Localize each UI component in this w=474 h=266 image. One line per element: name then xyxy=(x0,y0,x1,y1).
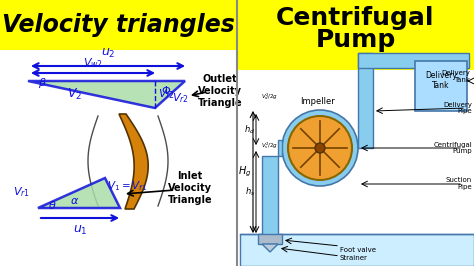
Bar xyxy=(415,61,467,111)
Text: $u_2$: $u_2$ xyxy=(101,47,115,60)
Bar xyxy=(0,50,237,266)
Circle shape xyxy=(315,143,325,153)
Text: Delivery
Tank: Delivery Tank xyxy=(441,69,470,82)
Text: Suction
Pipe: Suction Pipe xyxy=(446,177,472,190)
Polygon shape xyxy=(28,81,185,108)
Text: $V_{w2}$: $V_{w2}$ xyxy=(83,56,103,70)
Circle shape xyxy=(288,116,352,180)
Text: Impeller: Impeller xyxy=(301,98,336,106)
Text: $H_g$: $H_g$ xyxy=(237,165,251,179)
Text: Strainer: Strainer xyxy=(340,255,368,261)
Bar xyxy=(258,234,282,244)
Text: $V_{f2}$: $V_{f2}$ xyxy=(158,87,174,101)
Text: $\beta$: $\beta$ xyxy=(37,76,46,90)
Text: Centrifugal: Centrifugal xyxy=(276,6,435,30)
Text: $u_1$: $u_1$ xyxy=(73,224,87,237)
Polygon shape xyxy=(38,178,120,208)
Bar xyxy=(238,70,474,266)
Text: $\theta$: $\theta$ xyxy=(48,199,56,211)
Bar xyxy=(278,140,282,156)
Text: $\alpha$: $\alpha$ xyxy=(71,196,80,206)
Text: Velocity triangles: Velocity triangles xyxy=(2,13,235,37)
Bar xyxy=(358,53,373,148)
Text: Foot valve: Foot valve xyxy=(340,247,376,253)
Bar xyxy=(358,53,469,68)
Polygon shape xyxy=(119,114,148,209)
Text: Inlet
Velocity
Triangle: Inlet Velocity Triangle xyxy=(168,171,212,205)
Text: $h_d$: $h_d$ xyxy=(244,124,255,136)
Text: $V_1 = V_{f1}$: $V_1 = V_{f1}$ xyxy=(107,179,147,193)
Circle shape xyxy=(282,110,358,186)
Text: Delivery
Pipe: Delivery Pipe xyxy=(443,102,472,114)
Text: $V_{r1}$: $V_{r1}$ xyxy=(13,185,30,199)
Text: $V_s^2/2g$: $V_s^2/2g$ xyxy=(262,140,279,151)
Text: $\Phi$: $\Phi$ xyxy=(161,84,171,96)
Bar xyxy=(0,0,237,50)
Bar xyxy=(238,0,474,70)
Bar xyxy=(262,156,278,238)
Text: Delivery
Tank: Delivery Tank xyxy=(425,71,457,90)
Text: Pump: Pump xyxy=(315,28,396,52)
Text: $h_s$: $h_s$ xyxy=(245,186,255,198)
Bar xyxy=(240,234,474,266)
Text: Centrifugal
Pump: Centrifugal Pump xyxy=(433,142,472,155)
Polygon shape xyxy=(262,244,278,252)
Text: Outlet
Velocity
Triangle: Outlet Velocity Triangle xyxy=(198,74,242,109)
Text: $V_d^2/2g$: $V_d^2/2g$ xyxy=(262,91,279,102)
Text: $V_{r2}$: $V_{r2}$ xyxy=(172,91,189,105)
Text: $V_2$: $V_2$ xyxy=(67,86,82,102)
